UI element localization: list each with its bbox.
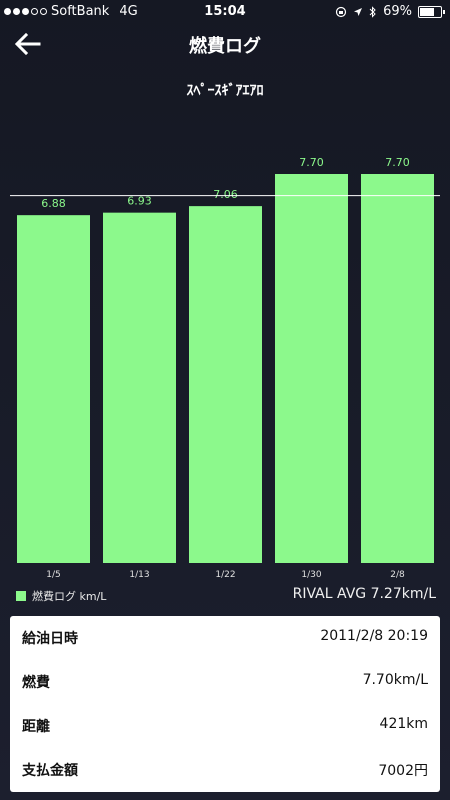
bar-value-label: 6.93 [127,195,152,208]
chart-bar [275,174,348,563]
arrow-left-icon [15,33,41,55]
chart-bar [17,215,90,563]
location-arrow-icon [354,7,363,16]
battery-level [420,7,434,16]
battery-icon [418,5,445,18]
chart-bar [361,174,434,563]
x-tick-label: 1/30 [301,570,321,580]
bar-value-label: 7.06 [213,188,238,201]
carrier-name: SoftBank [51,4,110,19]
clock: 15:04 [204,4,246,19]
signal-dot [22,8,29,15]
detail-row-fuel-economy: 燃費 7.70km/L [10,660,440,704]
rival-average: RIVAL AVG 7.27km/L [292,586,436,602]
detail-row-payment: 支払金額 7002円 [10,748,440,792]
signal-dot [40,8,47,15]
legend-swatch [16,591,26,601]
detail-label: 給油日時 [22,631,78,647]
detail-value: 421km [379,716,428,732]
network-type: 4G [119,4,138,19]
bluetooth-icon [369,5,376,18]
chart-bar [189,206,262,563]
vehicle-name: ｽﾍﾟｰｽｷﾞｱｴｱﾛ [186,83,264,99]
legend-label: 燃費ログ km/L [32,590,107,603]
chart-bar [103,212,176,563]
detail-row-distance: 距離 421km [10,704,440,748]
detail-label: 燃費 [22,675,50,691]
signal-dot [31,8,38,15]
navigation-bar: 燃費ログ [0,24,450,64]
detail-value: 7.70km/L [362,672,428,688]
orientation-lock-icon [335,6,347,17]
signal-dot [4,8,11,15]
chart-legend: 燃費ログ km/L [16,588,106,604]
bar-value-label: 7.70 [385,156,410,169]
bar-value-label: 7.70 [299,156,324,169]
detail-label: 支払金額 [22,763,78,779]
x-tick-label: 2/8 [390,570,405,580]
detail-value: 7002円 [378,763,428,779]
refuel-details-card: 給油日時 2011/2/8 20:19 燃費 7.70km/L 距離 421km… [10,616,440,792]
signal-strength-icon [4,8,47,15]
x-tick-label: 1/22 [215,570,235,580]
status-bar: SoftBank 4G 15:04 69% [0,0,450,24]
detail-label: 距離 [22,719,50,735]
back-button[interactable] [10,26,46,62]
detail-value: 2011/2/8 20:19 [320,628,428,644]
page-title: 燃費ログ [189,36,261,57]
signal-dot [13,8,20,15]
fuel-economy-chart: 6.88 1/5 6.93 1/13 7.06 1/22 7.70 1/30 7.70 2/8 [10,156,440,580]
battery-percent: 69% [383,4,412,19]
detail-row-datetime: 給油日時 2011/2/8 20:19 [10,616,440,660]
bar-value-label: 6.88 [41,197,66,210]
x-tick-label: 1/13 [129,570,149,580]
x-tick-label: 1/5 [46,570,60,580]
